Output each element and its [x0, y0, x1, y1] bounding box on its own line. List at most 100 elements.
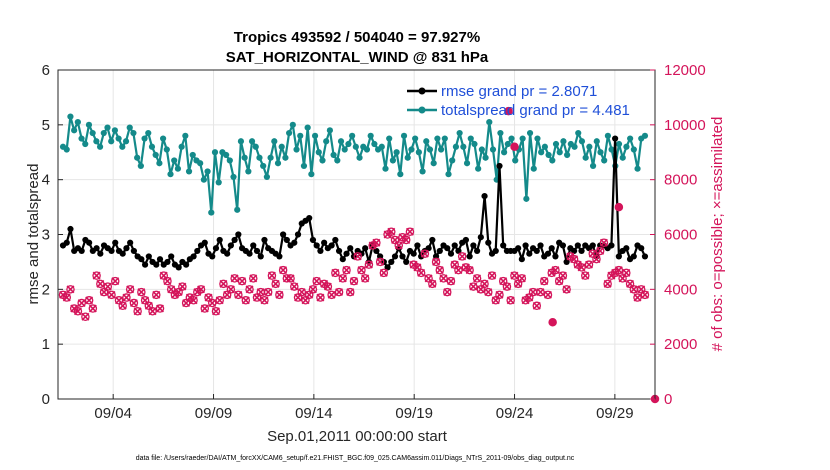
obs-assimilated-marker [241, 296, 250, 305]
obs-possible-marker [249, 274, 258, 283]
obs-possible-marker [364, 260, 374, 269]
obs-x-stroke [159, 271, 168, 280]
totalspread-point [430, 160, 437, 167]
obs-assimilated-marker [204, 293, 213, 302]
totalspread-point [182, 132, 189, 139]
obs-possible-marker [372, 238, 381, 247]
obs-possible-marker [435, 265, 445, 275]
totalspread-point [108, 138, 115, 145]
rmse-point [496, 162, 503, 170]
obs-assimilated-marker [159, 271, 168, 280]
obs-assimilated-marker [476, 285, 485, 294]
obs-possible-marker [226, 285, 236, 294]
rmse-point [63, 239, 70, 246]
obs-possible-marker [357, 265, 366, 275]
obs-x-stroke [275, 290, 284, 299]
obs-x-stroke [432, 257, 441, 266]
rmse-point [280, 231, 287, 238]
legend: rmse grand pr = 2.8071 totalspread grand… [407, 83, 630, 119]
rmse-point [201, 239, 208, 246]
totalspread-point [519, 135, 526, 142]
obs-x-stroke [327, 290, 336, 299]
obs-x-stroke [424, 274, 433, 283]
obs-assimilated-marker [103, 282, 112, 291]
obs-assimilated-marker [260, 296, 269, 305]
obs-assimilated-marker [599, 238, 608, 247]
obs-x-stroke [241, 296, 250, 305]
obs-x-stroke [129, 299, 138, 308]
obs-assimilated-marker [211, 307, 220, 316]
obs-assimilated-marker [85, 296, 94, 305]
totalspread-point [85, 121, 93, 128]
obs-assimilated-marker [592, 255, 601, 264]
y-axis-label-left: rmse and totalspread [25, 164, 42, 305]
rmse-point [608, 242, 615, 249]
obs-assimilated-marker [62, 293, 71, 302]
obs-possible-marker [405, 227, 415, 237]
legend-spread-label: totalspread grand pr = 4.481 [441, 102, 630, 119]
obs-possible-marker [495, 290, 504, 300]
obs-assimilated-marker [163, 277, 172, 286]
totalspread-point [526, 129, 534, 137]
rmse-point [328, 242, 335, 249]
obs-x-stroke [92, 271, 101, 280]
obs-x-stroke [428, 279, 437, 288]
totalspread-point [189, 151, 196, 159]
rmse-point [224, 250, 231, 257]
totalspread-point [122, 138, 130, 145]
rmse-point [403, 258, 410, 266]
rmse-point [533, 247, 540, 255]
rmse-point [138, 256, 145, 263]
totalspread-point [423, 138, 430, 145]
obs-assimilated-marker [506, 296, 515, 305]
obs-peak-marker [510, 142, 519, 152]
rmse-point [335, 247, 343, 255]
obs-x-stroke [558, 271, 567, 280]
obs-x-stroke [148, 307, 157, 316]
obs-possible-marker [245, 285, 254, 294]
obs-x-stroke [267, 271, 276, 280]
obs-assimilated-marker [633, 293, 642, 302]
obs-x-stroke [379, 268, 388, 277]
obs-x-stroke [294, 293, 303, 302]
obs-peak-marker [548, 317, 557, 327]
obs-x-stroke [506, 296, 515, 305]
obs-assimilated-marker [357, 266, 366, 275]
rmse-point [410, 250, 417, 257]
obs-assimilated-marker [208, 299, 217, 308]
obs-assimilated-marker [603, 279, 612, 288]
obs-x-stroke [417, 268, 426, 277]
obs-x-stroke [447, 277, 455, 286]
x-tick-label: 09/14 [295, 405, 333, 422]
y-tick-label-left: 3 [42, 227, 50, 244]
obs-assimilated-marker [637, 285, 646, 294]
obs-possible-marker [62, 293, 71, 302]
totalspread-point [148, 143, 156, 150]
obs-x-stroke [238, 277, 247, 286]
totalspread-point [256, 154, 263, 161]
obs-x-stroke [413, 263, 422, 272]
obs-x-stroke [372, 238, 381, 247]
totalspread-point [564, 151, 571, 159]
totalspread-point [434, 135, 441, 142]
rmse-point [470, 242, 477, 249]
totalspread-point [378, 143, 385, 150]
obs-x-stroke [599, 238, 608, 247]
obs-assimilated-marker [499, 277, 508, 286]
obs-assimilated-marker [156, 304, 164, 313]
obs-x-stroke [391, 236, 399, 244]
totalspread-point [393, 149, 400, 156]
rmse-point [451, 242, 458, 249]
obs-assimilated-marker [129, 299, 138, 308]
obs-assimilated-marker [495, 290, 504, 299]
obs-x-stroke [596, 246, 605, 255]
rmse-point [444, 245, 451, 252]
totalspread-point [263, 173, 270, 181]
obs-x-stroke [234, 290, 243, 299]
obs-assimilated-marker [249, 274, 258, 283]
obs-possible-marker [338, 274, 348, 283]
obs-possible-marker [81, 312, 90, 321]
rmse-point [544, 250, 552, 257]
rmse-point [612, 135, 619, 142]
obs-assimilated-marker [230, 274, 239, 283]
